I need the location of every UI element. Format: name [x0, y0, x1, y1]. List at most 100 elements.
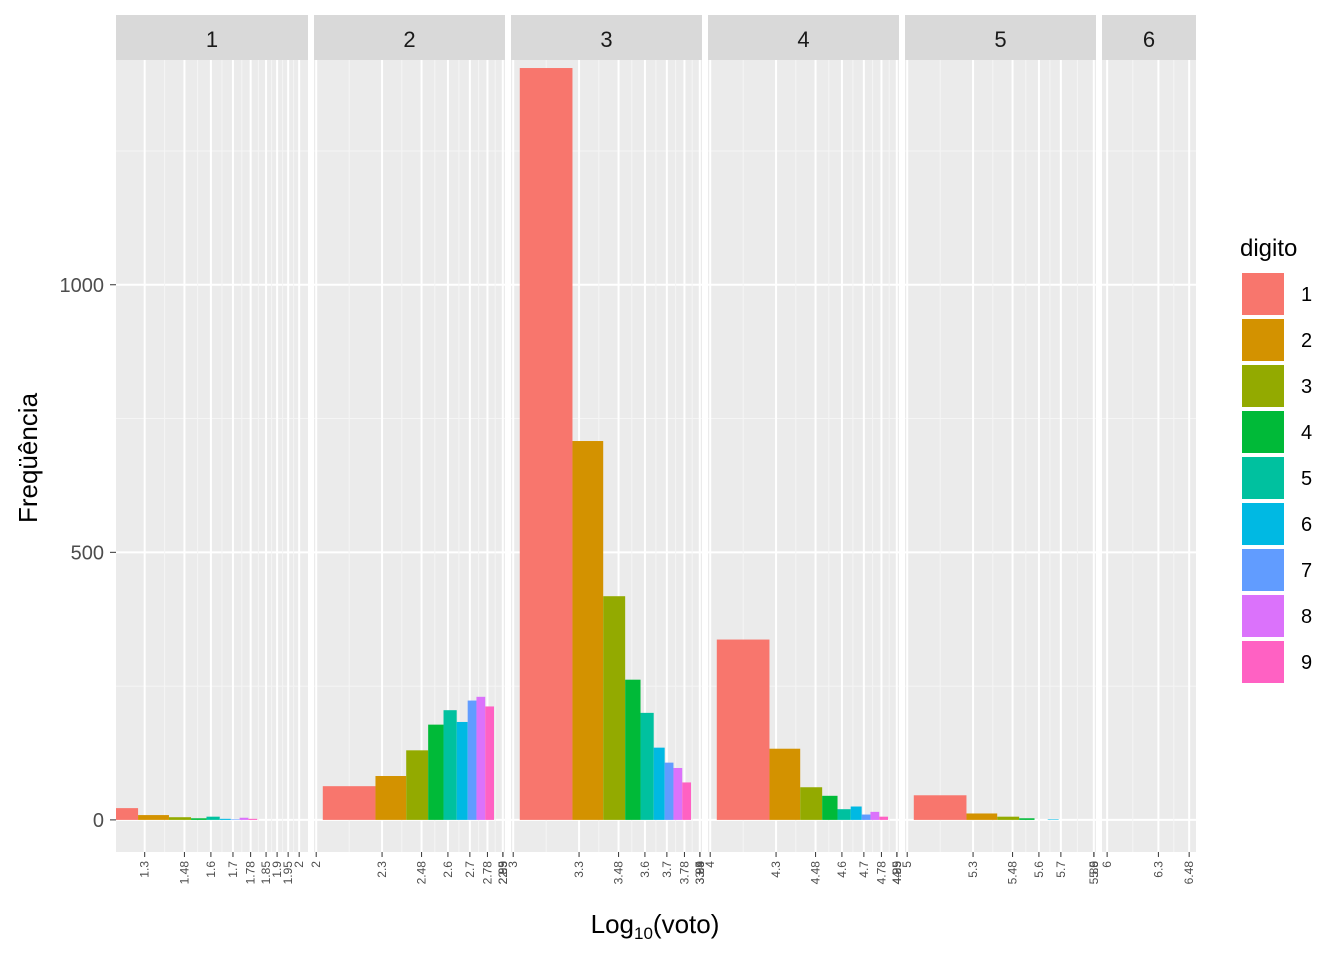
legend-label-8: 8: [1301, 606, 1312, 628]
panel-background: [116, 60, 308, 852]
facet-strip: [708, 15, 899, 60]
bar-digit-9: [485, 706, 495, 820]
x-tick-label: 2.3: [375, 861, 389, 878]
bar-digit-9: [879, 816, 889, 820]
x-tick-label: 1.6: [204, 861, 218, 878]
bars: [913, 795, 1059, 820]
x-tick-label: 5.3: [966, 861, 980, 878]
x-tick-label: 6.48: [1182, 861, 1196, 885]
facet-strip-label: 5: [994, 27, 1006, 52]
facet-strip-label: 4: [797, 27, 809, 52]
bar-digit-3: [997, 816, 1020, 820]
legend-swatch-5: [1240, 455, 1286, 501]
x-tick-label: 3.48: [612, 861, 626, 885]
facet-panel-6: 6 6 6.3 6.48: [1100, 15, 1196, 884]
x-tick-label: 1.95: [281, 861, 295, 885]
legend-swatch-3: [1240, 363, 1286, 409]
legend-swatch-4: [1240, 409, 1286, 455]
bar-digit-6: [850, 806, 862, 820]
x-tick-label: 6: [1087, 861, 1101, 868]
x-tick-label: 6: [1100, 861, 1114, 868]
bar-digit-6: [1047, 819, 1059, 820]
facet-strip: [314, 15, 505, 60]
x-tick-label: 4.85: [890, 861, 904, 885]
x-tick-label: 1.85: [259, 861, 273, 885]
y-tick-label: 1000: [60, 275, 105, 297]
facet-strip: [905, 15, 1096, 60]
legend-label-4: 4: [1301, 422, 1312, 444]
bar-digit-3: [603, 596, 626, 820]
legend-label-1: 1: [1301, 284, 1312, 306]
x-tick-label: 3.7: [660, 861, 674, 878]
bars: [116, 808, 258, 820]
bar-digit-1: [716, 639, 770, 820]
x-tick-label: 4.3: [769, 861, 783, 878]
bar-digit-1: [519, 68, 573, 820]
bar-digit-8: [673, 767, 683, 820]
bar-digit-9: [682, 782, 692, 820]
bar-digit-4: [822, 795, 838, 820]
x-tick-label: 5.48: [1006, 861, 1020, 885]
x-tick-label: 2.7: [463, 861, 477, 878]
x-tick-label: 4: [703, 861, 717, 868]
bar-digit-5: [640, 712, 654, 820]
bars: [716, 639, 889, 820]
facet-panel-5: 55 5.3 5.48 5.6 5.7 5.855.966: [900, 15, 1101, 884]
x-tick-label: 2: [292, 861, 306, 868]
bar-digit-4: [625, 679, 641, 820]
x-tick-label: 2.48: [415, 861, 429, 885]
x-tick-label: 2: [309, 861, 323, 868]
bar-digit-8: [870, 811, 880, 820]
y-axis: 0 500 1000: [60, 275, 116, 832]
x-tick-label: 5: [890, 861, 904, 868]
x-tick-label: 5.6: [1032, 861, 1046, 878]
facet-strip-label: 6: [1143, 27, 1155, 52]
bar-digit-2: [572, 441, 604, 820]
facet-strip-label: 1: [206, 27, 218, 52]
bar-digit-5: [443, 710, 457, 820]
x-tick-label: 2.95: [496, 861, 510, 885]
bar-digit-4: [1019, 818, 1035, 820]
bar-digit-3: [168, 817, 192, 820]
bar-digit-8: [476, 696, 486, 820]
facet-strip-label: 3: [600, 27, 612, 52]
bars: [519, 68, 692, 820]
x-tick-label: 4.7: [857, 861, 871, 878]
bar-digit-7: [664, 762, 674, 820]
y-tick-label: 0: [93, 810, 104, 832]
legend-swatch-2: [1240, 317, 1286, 363]
facet-strip: [1102, 15, 1196, 60]
bar-digit-3: [406, 750, 429, 820]
x-tick-label: 3: [496, 861, 510, 868]
facet-panel-1: 1 1.3 1.48 1.6 1.7 1.78 1.851.91.952: [116, 15, 308, 885]
x-tick-label: 1.7: [226, 861, 240, 878]
x-tick-label: 4.6: [835, 861, 849, 878]
facet-strip: [116, 15, 308, 60]
x-tick-label: 4.95: [890, 861, 904, 885]
facet-strip-label: 2: [403, 27, 415, 52]
bar-digit-6: [653, 747, 665, 820]
panel-background: [1102, 60, 1196, 852]
x-tick-label: 3.95: [693, 861, 707, 885]
x-tick-label: 5.85: [1087, 861, 1101, 885]
bar-digit-5: [206, 816, 220, 820]
legend-label-6: 6: [1301, 514, 1312, 536]
bar-digit-5: [837, 809, 851, 820]
x-tick-label: 4.78: [874, 861, 888, 885]
x-tick-label: 3.85: [693, 861, 707, 885]
x-tick-label: 2.9: [496, 861, 510, 878]
facet-panel-4: 4 4 4.3 4.48 4.6 4.7 4.78 4.854.94.955: [703, 15, 904, 884]
bar-digit-2: [966, 813, 998, 820]
bar-digit-7: [861, 814, 871, 820]
legend-swatch-1: [1240, 271, 1286, 317]
bar-digit-6: [456, 721, 468, 820]
x-tick-label: 6.3: [1151, 861, 1165, 878]
y-axis-title: Freqüência: [13, 392, 43, 523]
panel-background: [905, 60, 1096, 852]
legend-swatch-9: [1240, 639, 1286, 685]
x-tick-label: 3.9: [693, 861, 707, 878]
bar-digit-2: [138, 815, 169, 820]
x-tick-label: 3.6: [638, 861, 652, 878]
x-tick-label: 4.9: [890, 861, 904, 878]
legend-label-7: 7: [1301, 560, 1312, 582]
